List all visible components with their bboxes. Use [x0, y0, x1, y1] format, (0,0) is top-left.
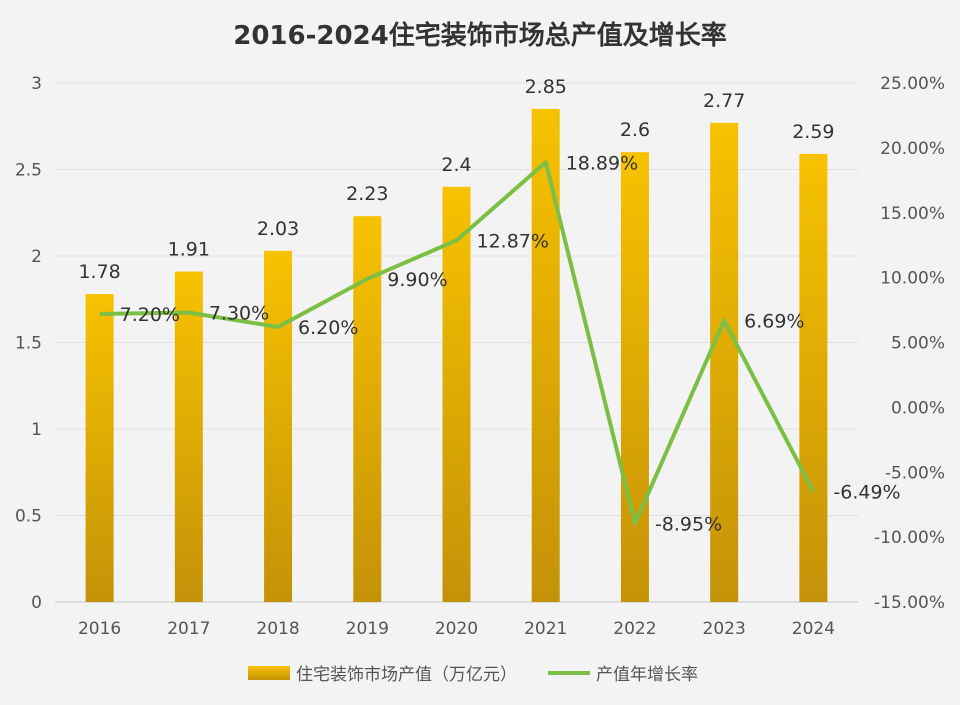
bar-2018 [264, 250, 293, 602]
bar-2020 [442, 186, 471, 603]
bar-data-label: 2.85 [525, 76, 567, 98]
line-data-label: -8.95% [655, 514, 722, 536]
legend-swatch-bar [248, 666, 290, 680]
line-data-label: 12.87% [477, 230, 549, 252]
x-tick-label: 2016 [78, 619, 121, 639]
bar-data-label: 2.03 [257, 218, 299, 240]
x-tick-label: 2018 [256, 619, 299, 639]
bar-data-label: 2.4 [441, 154, 471, 176]
x-tick-label: 2019 [346, 619, 389, 639]
y-right-tick-label: 5.00% [891, 334, 945, 354]
x-tick-label: 2024 [792, 619, 835, 639]
line-data-label: 7.20% [120, 304, 180, 326]
line-data-label: 7.30% [209, 303, 269, 325]
x-tick-label: 2022 [613, 619, 656, 639]
y-left-tick-label: 0.5 [15, 507, 42, 527]
bar-data-label: 1.91 [168, 239, 210, 261]
line-data-label: 9.90% [387, 269, 447, 291]
chart-title: 2016-2024住宅装饰市场总产值及增长率 [233, 20, 727, 51]
bar-2024 [799, 153, 828, 602]
bar-data-label: 2.23 [346, 183, 388, 205]
bar-2021 [531, 108, 560, 602]
bar-data-label: 2.59 [792, 121, 834, 143]
legend-label-bar: 住宅装饰市场产值（万亿元） [296, 665, 517, 685]
y-left-tick-label: 2 [31, 247, 42, 267]
x-tick-label: 2023 [703, 619, 746, 639]
y-right-tick-label: 0.00% [891, 398, 945, 418]
bar-2022 [620, 152, 649, 602]
y-right-tick-label: -5.00% [885, 463, 945, 483]
bar-2023 [710, 122, 739, 602]
legend-label-line: 产值年增长率 [596, 665, 698, 685]
y-right-tick-label: 25.00% [880, 74, 945, 94]
y-left-tick-label: 1 [31, 420, 42, 440]
y-right-tick-label: 10.00% [880, 269, 945, 289]
bar-data-label: 2.77 [703, 90, 745, 112]
y-right-tick-label: -10.00% [874, 528, 945, 548]
y-left-tick-label: 3 [31, 74, 42, 94]
bar-2016 [85, 294, 114, 602]
y-right-tick-label: 15.00% [880, 204, 945, 224]
line-data-label: 18.89% [566, 152, 638, 174]
x-tick-label: 2020 [435, 619, 478, 639]
bar-data-label: 2.6 [620, 119, 650, 141]
x-tick-label: 2021 [524, 619, 567, 639]
y-left-tick-label: 2.5 [15, 161, 42, 181]
bar-2017 [174, 271, 203, 602]
y-right-tick-label: -15.00% [874, 593, 945, 613]
line-data-label: 6.20% [298, 317, 358, 339]
y-right-tick-label: 20.00% [880, 139, 945, 159]
bar-data-label: 1.78 [78, 261, 120, 283]
line-data-label: -6.49% [833, 482, 900, 504]
y-left-tick-label: 1.5 [15, 334, 42, 354]
y-left-tick-label: 0 [31, 593, 42, 613]
legend: 住宅装饰市场产值（万亿元） 产值年增长率 [248, 665, 698, 685]
line-data-label: 6.69% [744, 311, 804, 333]
x-tick-label: 2017 [167, 619, 210, 639]
